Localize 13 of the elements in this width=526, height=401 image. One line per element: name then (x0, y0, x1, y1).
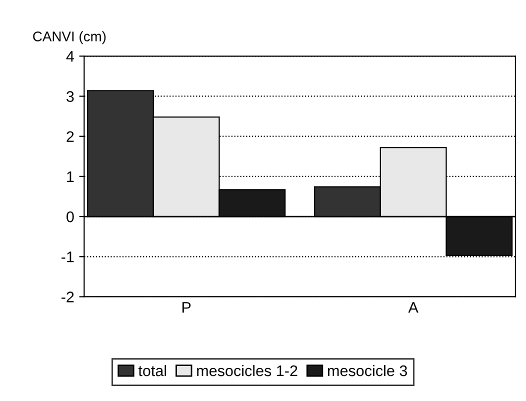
y-tick-label: 4 (66, 51, 74, 62)
x-tick-label: P (182, 302, 191, 313)
y-tick-label: -1 (62, 252, 74, 262)
y-tick-label: 1 (67, 171, 74, 182)
y-tick-label: -2 (62, 292, 74, 302)
y-axis-title: CANVI (cm) (33, 31, 106, 44)
legend-label: mesocicles 1-2 (197, 364, 298, 376)
legend-label: mesocicle 3 (328, 364, 407, 376)
y-tick-label: 0 (66, 211, 74, 222)
x-tick-label: A (408, 302, 418, 313)
y-tick-label: 3 (66, 91, 74, 102)
legend-label: total (138, 364, 166, 376)
y-tick-label: 2 (66, 131, 74, 142)
